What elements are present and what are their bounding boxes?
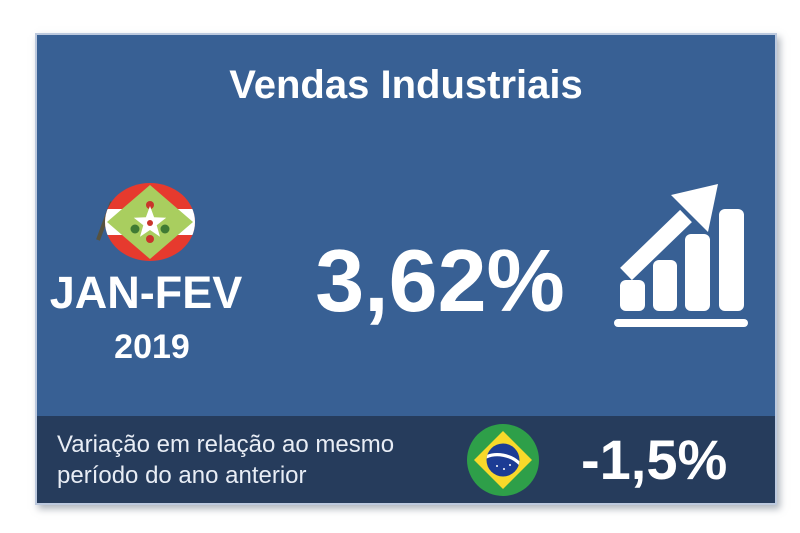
footer-note: Variação em relação ao mesmo período do … — [37, 429, 467, 491]
footer-note-line1: Variação em relação ao mesmo — [57, 430, 395, 458]
card-title: Vendas Industriais — [229, 63, 583, 107]
brazil-comparison-value: -1,5% — [581, 428, 728, 491]
footer-note-line2: período do ano anterior — [57, 461, 307, 489]
main-value: 3,62% — [315, 231, 565, 330]
footer-band: Variação em relação ao mesmo período do … — [37, 416, 775, 503]
kpi-card: Vendas Industriais JAN-FEV 2019 3,62% — [35, 33, 777, 505]
year-label: 2019 — [114, 328, 190, 366]
brazil-flag-icon — [467, 423, 539, 496]
period-label: JAN-FEV — [49, 267, 243, 318]
bar-chart-rising-icon — [614, 184, 748, 327]
santa-catarina-flag-icon — [96, 183, 195, 261]
